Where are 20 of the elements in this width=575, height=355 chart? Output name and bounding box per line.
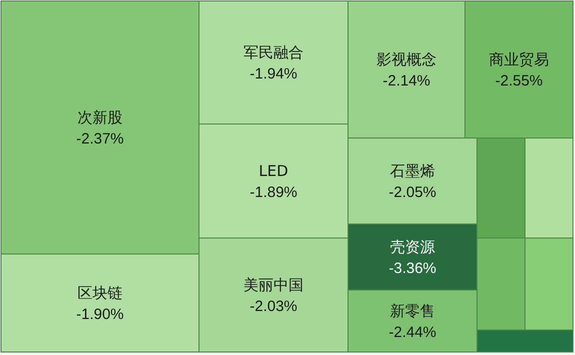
category-label: 次新股 [78,108,122,126]
category-label: 区块链 [78,284,122,302]
data-label: -3.36% [388,260,436,277]
data-label: -2.55% [495,72,543,90]
data-label: -2.03% [250,298,298,315]
data-label: -1.94% [250,66,298,82]
data-label: -1.90% [76,306,124,323]
category-label: 影视概念 [376,50,436,68]
category-label: 壳资源 [390,238,435,256]
category-label: 新零售 [390,302,435,320]
category-label: 石墨烯 [390,162,435,180]
category-label: 军民融合 [244,44,304,62]
category-label: 商业贸易 [489,50,549,68]
category-label: 美丽中国 [244,276,304,294]
data-label: -2.37% [76,130,124,148]
category-label: LED [258,162,288,180]
data-label: -2.14% [382,72,430,90]
data-label: -2.44% [388,324,436,341]
data-label: -1.89% [250,184,298,201]
data-label: -2.05% [388,184,436,201]
